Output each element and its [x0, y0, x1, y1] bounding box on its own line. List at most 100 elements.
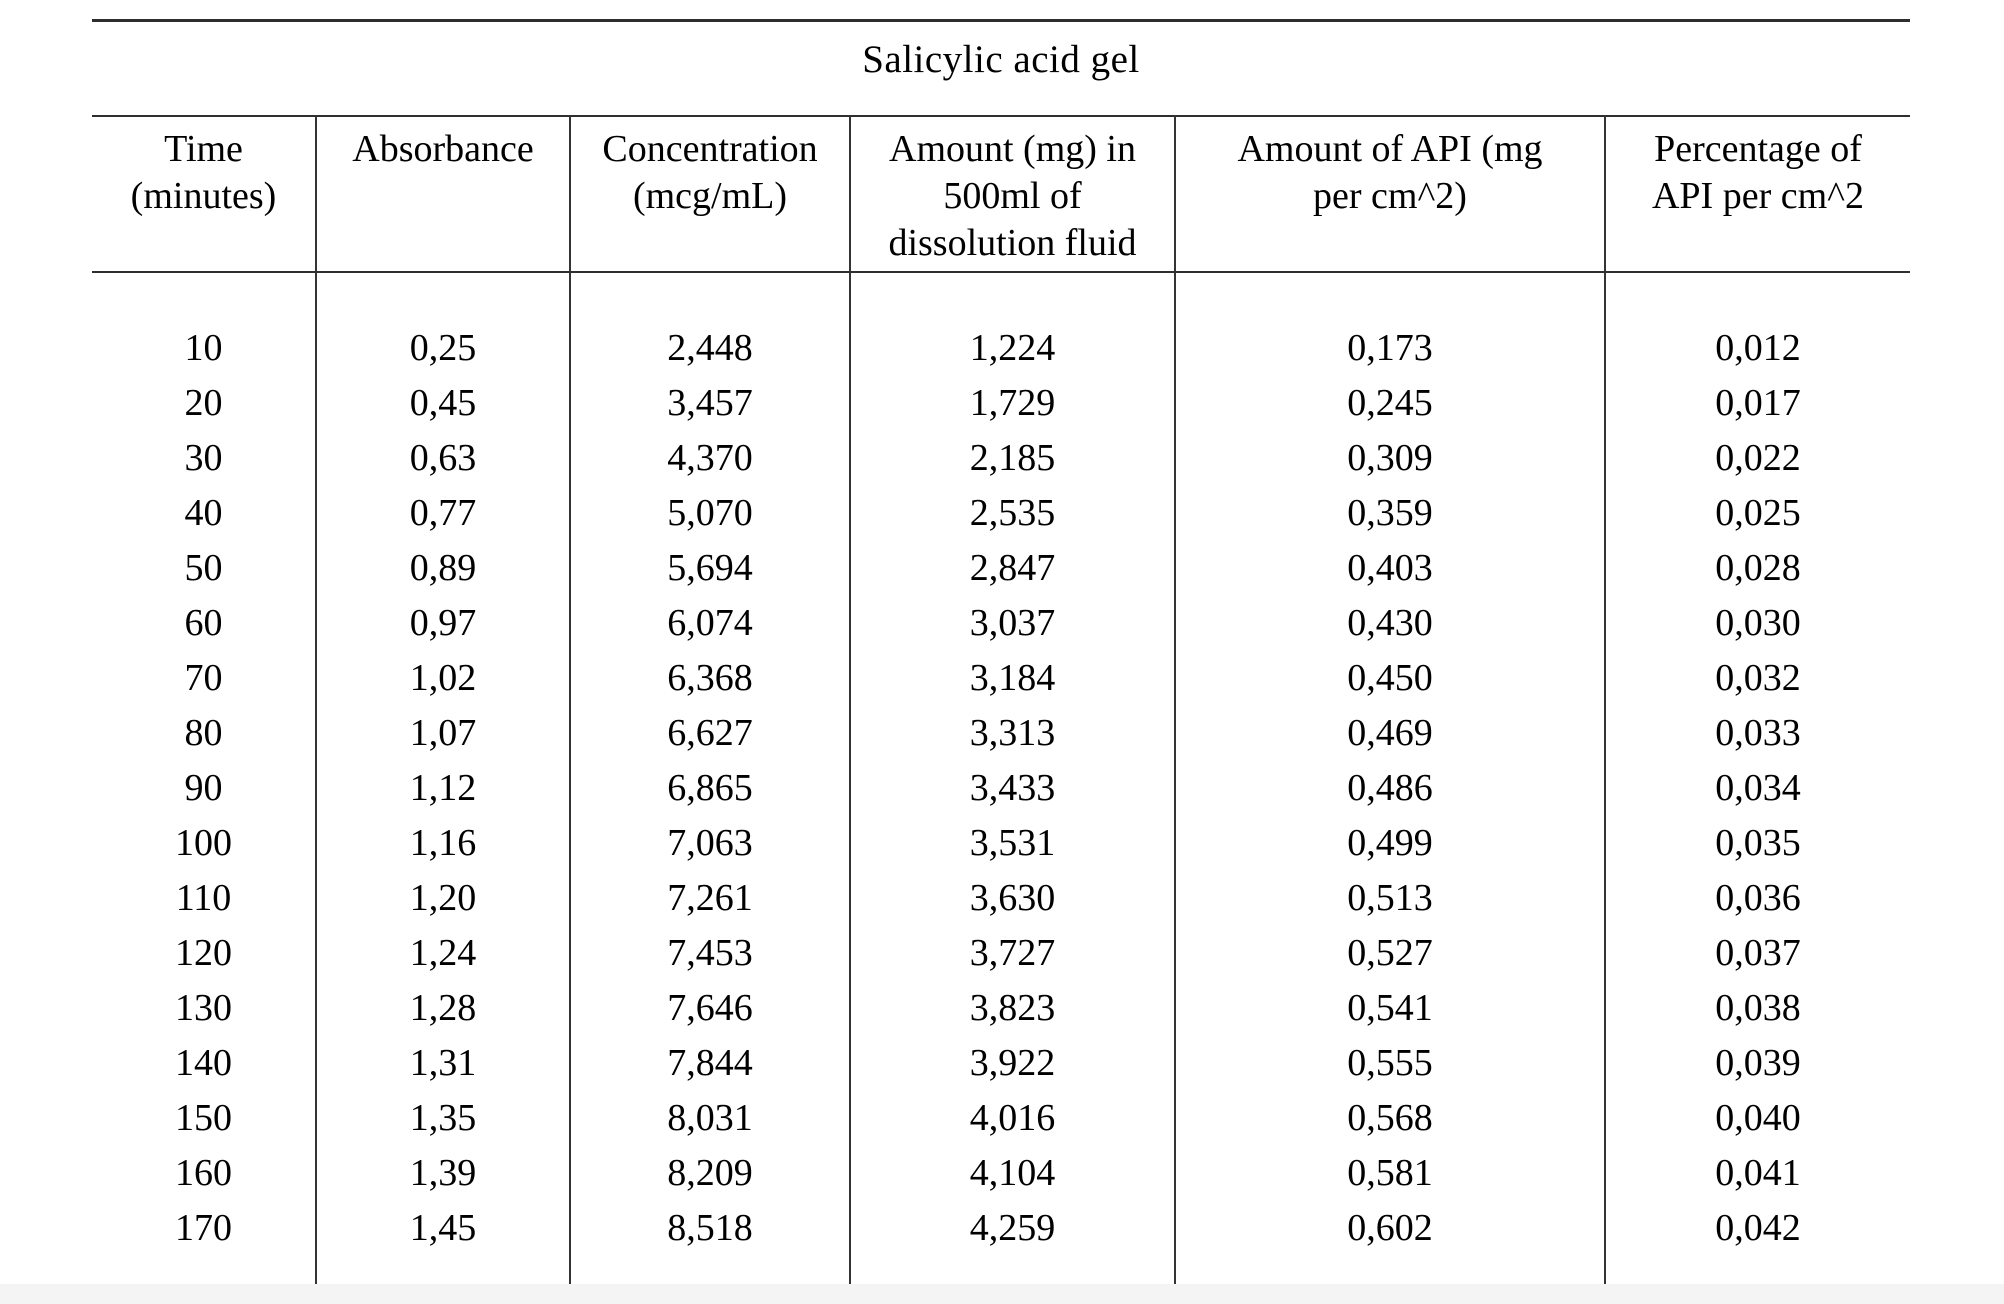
- spacer-cell: [1174, 272, 1605, 321]
- table-row: 30 0,63 4,370 2,185 0,309 0,022: [92, 431, 1910, 486]
- spacer-cell: [1604, 1256, 1910, 1290]
- table-cell: 4,104: [849, 1146, 1175, 1201]
- table-cell: 0,555: [1174, 1036, 1605, 1091]
- table-cell: 0,450: [1174, 651, 1605, 706]
- table-cell: 3,037: [849, 596, 1175, 651]
- table-cell: 0,430: [1174, 596, 1605, 651]
- table-cell: 120: [175, 932, 232, 974]
- table-cell: 140: [175, 1042, 232, 1084]
- table-cell: 5,694: [569, 541, 850, 596]
- table-cell: 3,630: [849, 871, 1175, 926]
- column-header-absorbance: Absorbance: [315, 116, 570, 273]
- spacer-cell: [92, 272, 316, 321]
- table-cell: 1,35: [315, 1091, 570, 1146]
- table-cell: 0,541: [1174, 981, 1605, 1036]
- table-cell: 7,063: [569, 816, 850, 871]
- table-row: 10 0,25 2,448 1,224 0,173 0,012: [92, 321, 1910, 376]
- table-cell: 0,469: [1174, 706, 1605, 761]
- table-cell: 1,31: [315, 1036, 570, 1091]
- spacer-cell: [849, 1256, 1175, 1290]
- table-cell: 3,313: [849, 706, 1175, 761]
- table-cell: 2,535: [849, 486, 1175, 541]
- table-cell: 2,185: [849, 431, 1175, 486]
- table-row: 170 1,45 8,518 4,259 0,602 0,042: [92, 1201, 1910, 1256]
- table-cell: 1,24: [315, 926, 570, 981]
- table-cell: 1,729: [849, 376, 1175, 431]
- table-cell: 3,531: [849, 816, 1175, 871]
- table-cell: 3,922: [849, 1036, 1175, 1091]
- table-row: 50 0,89 5,694 2,847 0,403 0,028: [92, 541, 1910, 596]
- table-row: 100 1,16 7,063 3,531 0,499 0,035: [92, 816, 1910, 871]
- table-cell: 0,581: [1174, 1146, 1605, 1201]
- table-cell: 8,518: [569, 1201, 850, 1256]
- table-cell: 0,486: [1174, 761, 1605, 816]
- table-cell: 0,038: [1604, 981, 1910, 1036]
- table-cell: 1,02: [315, 651, 570, 706]
- table-cell: 4,016: [849, 1091, 1175, 1146]
- table-cell: 6,074: [569, 596, 850, 651]
- table-cell: 160: [175, 1152, 232, 1194]
- table-cell: 0,040: [1604, 1091, 1910, 1146]
- table-cell: 7,844: [569, 1036, 850, 1091]
- spacer-cell: [1604, 272, 1910, 321]
- table-cell: 3,184: [849, 651, 1175, 706]
- page-edge-strip: [0, 1284, 2004, 1304]
- table-cell: 60: [184, 602, 223, 644]
- table-cell: 6,368: [569, 651, 850, 706]
- table-cell: 8,209: [569, 1146, 850, 1201]
- table-cell: 0,037: [1604, 926, 1910, 981]
- table-cell: 20: [184, 382, 223, 424]
- table-cell: 7,261: [569, 871, 850, 926]
- table-cell: 0,033: [1604, 706, 1910, 761]
- table-cell: 0,45: [315, 376, 570, 431]
- table-cell: 0,025: [1604, 486, 1910, 541]
- table-cell: 70: [184, 657, 223, 699]
- table-row: 160 1,39 8,209 4,104 0,581 0,041: [92, 1146, 1910, 1201]
- table-row: 130 1,28 7,646 3,823 0,541 0,038: [92, 981, 1910, 1036]
- table-row: 60 0,97 6,074 3,037 0,430 0,030: [92, 596, 1910, 651]
- table-cell: 110: [175, 877, 232, 919]
- table-cell: 10: [184, 327, 223, 369]
- table-cell: 1,16: [315, 816, 570, 871]
- table-cell: 0,035: [1604, 816, 1910, 871]
- table-cell: 2,847: [849, 541, 1175, 596]
- table-cell: 0,25: [315, 321, 570, 376]
- table-cell: 0,499: [1174, 816, 1605, 871]
- table-cell: 0,527: [1174, 926, 1605, 981]
- table-cell: 0,602: [1174, 1201, 1605, 1256]
- spacer-cell: [569, 272, 850, 321]
- dissolution-table: Time (minutes) Absorbance Concentration …: [92, 115, 1910, 1291]
- spacer-cell: [569, 1256, 850, 1290]
- table-cell: 0,030: [1604, 596, 1910, 651]
- spacer-cell: [315, 1256, 570, 1290]
- table-cell: 0,042: [1604, 1201, 1910, 1256]
- table-cell: 3,823: [849, 981, 1175, 1036]
- table-cell: 1,45: [315, 1201, 570, 1256]
- dissolution-report: Salicylic acid gel Time (minutes) Absorb…: [92, 19, 1910, 1291]
- table-cell: 0,036: [1604, 871, 1910, 926]
- spacer-row: [92, 272, 1910, 321]
- table-cell: 0,359: [1174, 486, 1605, 541]
- table-title-block: Salicylic acid gel: [92, 19, 1910, 115]
- table-cell: 0,041: [1604, 1146, 1910, 1201]
- table-cell: 1,20: [315, 871, 570, 926]
- table-cell: 0,012: [1604, 321, 1910, 376]
- table-row: 80 1,07 6,627 3,313 0,469 0,033: [92, 706, 1910, 761]
- table-cell: 3,457: [569, 376, 850, 431]
- table-cell: 150: [175, 1097, 232, 1139]
- table-body: 10 0,25 2,448 1,224 0,173 0,012 20 0,45 3,457 1,7…: [92, 272, 1910, 1290]
- table-cell: 0,022: [1604, 431, 1910, 486]
- table-cell: 7,646: [569, 981, 850, 1036]
- table-row: 70 1,02 6,368 3,184 0,450 0,032: [92, 651, 1910, 706]
- table-cell: 0,513: [1174, 871, 1605, 926]
- column-header-time: Time (minutes): [92, 116, 316, 273]
- table-cell: 7,453: [569, 926, 850, 981]
- table-title: Salicylic acid gel: [862, 38, 1140, 81]
- table-cell: 3,433: [849, 761, 1175, 816]
- table-cell: 0,403: [1174, 541, 1605, 596]
- table-cell: 30: [184, 437, 223, 479]
- spacer-cell: [315, 272, 570, 321]
- column-header-percentage-api: Percentage of API per cm^2: [1604, 116, 1910, 273]
- table-row: 140 1,31 7,844 3,922 0,555 0,039: [92, 1036, 1910, 1091]
